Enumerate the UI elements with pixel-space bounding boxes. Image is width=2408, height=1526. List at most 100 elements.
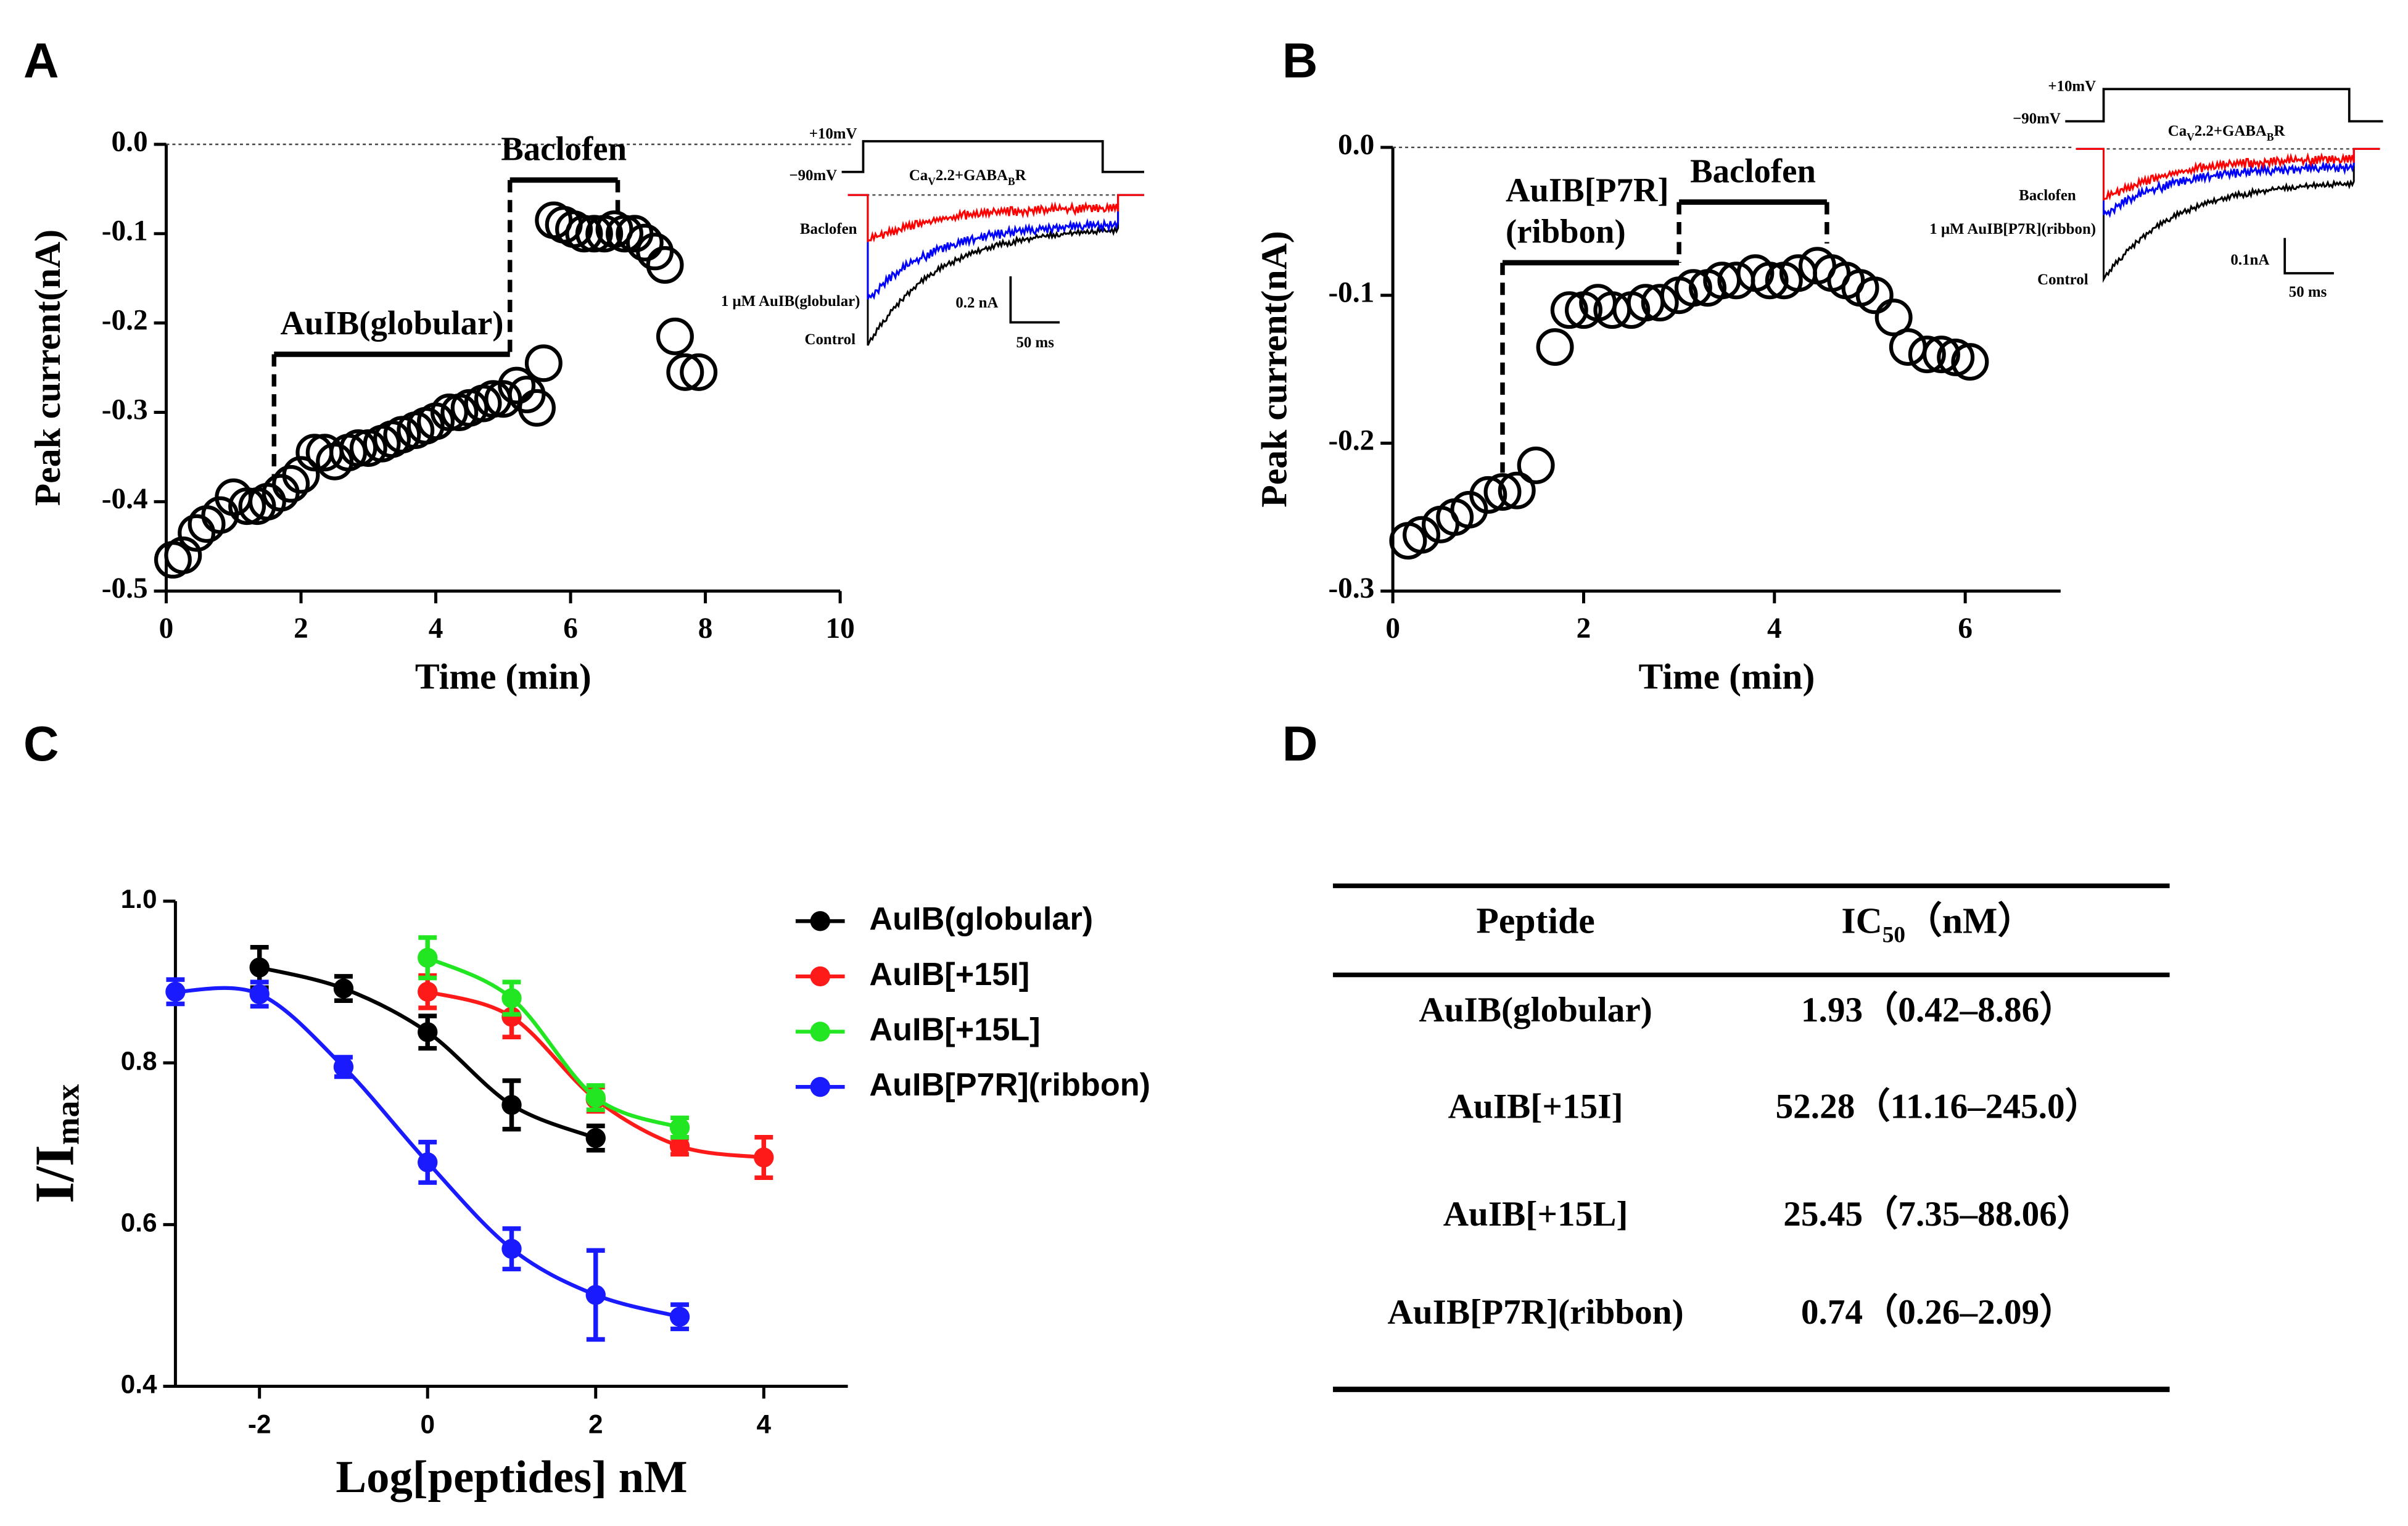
- legend-label: AuIB[+15I]: [869, 957, 1029, 992]
- data-point: [501, 1239, 522, 1259]
- y-axis-label: Peak current(nA): [27, 229, 68, 506]
- data-point: [1483, 473, 1522, 511]
- x-tick-label: 8: [698, 612, 713, 645]
- voltage-step: [841, 140, 1144, 173]
- condition-part: 2.2+GABA: [2195, 123, 2267, 139]
- step-high-label: +10mV: [809, 126, 857, 142]
- data-point: [585, 1128, 606, 1149]
- data-point: [666, 353, 704, 391]
- data-point: [339, 429, 377, 467]
- x-axis-label: Log[peptides] nM: [336, 1451, 687, 1503]
- data-point: [669, 1117, 690, 1138]
- fit-line: [426, 955, 681, 1129]
- y-tick-label: -0.3: [1328, 572, 1374, 604]
- condition-part: R: [1015, 167, 1027, 184]
- data-point: [333, 1057, 354, 1077]
- legend-label: AuIB[P7R](ribbon): [869, 1067, 1150, 1103]
- data-point: [249, 957, 270, 978]
- current-trace: [2076, 147, 2380, 218]
- condition-part: B: [1008, 175, 1015, 188]
- data-point: [754, 1147, 774, 1168]
- y-tick-label: -0.1: [102, 215, 148, 247]
- scale-time-label: 50 ms: [2289, 284, 2327, 300]
- panel-label: B: [1282, 33, 1318, 88]
- trace-label: 1 μM AuIB[P7R](ribbon): [1929, 221, 2096, 237]
- table-cell: 1.93（0.42–8.86）: [1801, 991, 2075, 1029]
- data-point: [1403, 516, 1441, 554]
- x-tick-label: 10: [825, 612, 854, 645]
- y-tick-label: 0.8: [121, 1046, 157, 1075]
- legend-marker: [810, 966, 830, 987]
- data-point: [1550, 291, 1588, 329]
- data-point: [1536, 328, 1574, 366]
- trace-label: Control: [2037, 271, 2088, 288]
- data-point: [605, 215, 643, 253]
- step-high-label: +10mV: [2048, 78, 2096, 95]
- column-header-text: IC: [1841, 900, 1882, 941]
- data-point: [272, 464, 310, 503]
- condition-part: 2.2+GABA: [936, 167, 1008, 184]
- legend-label: AuIB(globular): [869, 901, 1093, 937]
- step-low-label: −90mV: [2013, 110, 2061, 127]
- annotation-label: Baclofen: [501, 130, 627, 168]
- data-point: [1469, 476, 1507, 514]
- data-point: [484, 380, 522, 418]
- x-axis-label: Time (min): [415, 656, 592, 696]
- trace-label: Baclofen: [800, 221, 857, 237]
- data-point: [1750, 262, 1789, 300]
- data-point: [1874, 299, 1913, 337]
- table-cell: AuIB[P7R](ribbon): [1388, 1293, 1684, 1332]
- data-point: [585, 1285, 606, 1305]
- x-axis-label: Time (min): [1639, 656, 1815, 696]
- data-point: [228, 487, 266, 526]
- data-point: [165, 981, 186, 1002]
- condition-part: Ca: [2168, 123, 2187, 139]
- y-axis-label-sub: max: [49, 1084, 86, 1145]
- x-tick-label: 4: [1767, 612, 1782, 645]
- scale-bar: [1009, 276, 1060, 324]
- scale-bar: [2283, 237, 2334, 274]
- data-point: [249, 984, 270, 1004]
- legend-marker: [810, 1076, 830, 1097]
- trace-label: 1 μM AuIB(globular): [721, 293, 860, 310]
- data-point: [625, 223, 664, 262]
- y-tick-label: 1.0: [121, 885, 157, 914]
- data-point: [418, 981, 438, 1002]
- data-point: [646, 246, 684, 284]
- condition-part: V: [928, 175, 936, 188]
- y-tick-label: -0.3: [102, 394, 148, 426]
- annotation-label: Baclofen: [1690, 152, 1816, 189]
- y-tick-label: 0.0: [112, 126, 148, 158]
- x-tick-label: 2: [294, 612, 308, 645]
- condition-part: R: [2274, 123, 2286, 139]
- x-tick-label: 0: [1385, 612, 1400, 645]
- data-point: [1922, 336, 1960, 374]
- legend-label: AuIB[+15L]: [869, 1012, 1040, 1047]
- table-cell: 25.45（7.35–88.06）: [1783, 1195, 2092, 1234]
- data-point: [430, 394, 468, 432]
- data-point: [517, 389, 556, 427]
- condition-part: B: [2267, 131, 2274, 143]
- y-tick-label: 0.0: [1338, 129, 1374, 161]
- column-header-text: Peptide: [1476, 900, 1594, 941]
- panel-label: D: [1282, 716, 1318, 771]
- table-cell: AuIB(globular): [1419, 991, 1652, 1029]
- data-point: [680, 353, 718, 391]
- current-trace: [2076, 147, 2380, 283]
- table-cell: AuIB[+15I]: [1448, 1087, 1623, 1126]
- data-point: [282, 456, 320, 494]
- x-tick-label: 0: [159, 612, 174, 645]
- data-point: [418, 1022, 438, 1042]
- panel-label: A: [23, 33, 59, 88]
- data-point: [656, 317, 694, 355]
- scale-current-label: 0.1nA: [2230, 252, 2269, 268]
- table-cell: AuIB[+15L]: [1443, 1195, 1628, 1234]
- legend-marker: [810, 911, 830, 931]
- trace-label: Control: [805, 331, 856, 348]
- data-point: [1889, 328, 1927, 366]
- condition-label: CaV2.2+GABABR: [2168, 123, 2286, 143]
- y-tick-label: -0.4: [102, 483, 148, 515]
- legend-marker: [810, 1021, 830, 1042]
